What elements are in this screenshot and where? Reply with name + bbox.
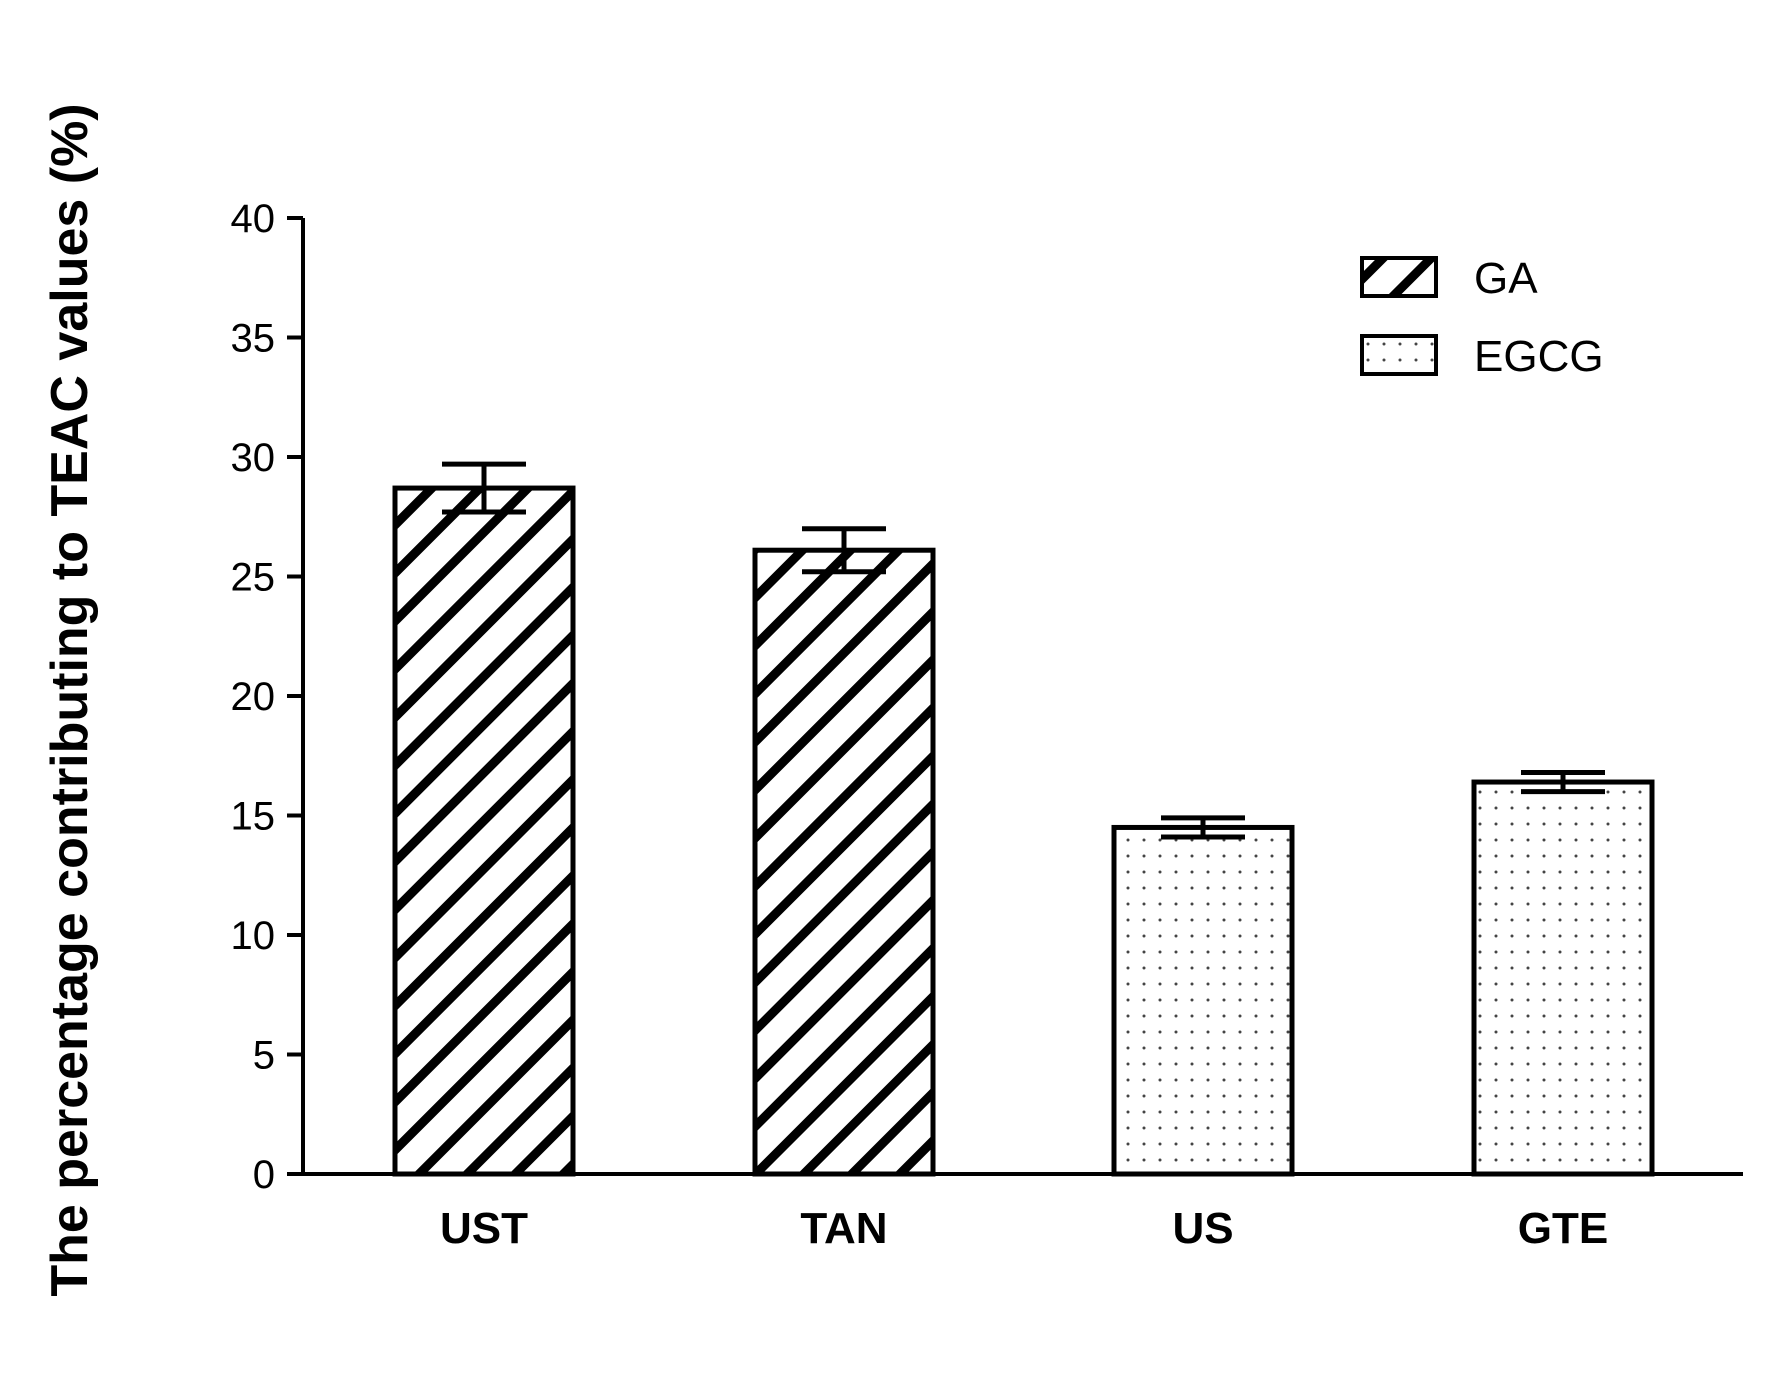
x-tick-label-us: US: [1172, 1204, 1233, 1253]
error-bar-gte: [1521, 769, 1605, 795]
y-tick-label: 40: [231, 197, 276, 241]
legend: GA EGCG: [1360, 254, 1604, 381]
y-tick-label: 5: [253, 1034, 275, 1078]
x-tick-label-gte: GTE: [1518, 1204, 1608, 1253]
x-tick-label-ust: UST: [440, 1204, 528, 1253]
x-tick-label-tan: TAN: [800, 1204, 887, 1253]
legend-label-ga: GA: [1474, 254, 1538, 303]
y-tick-label: 0: [253, 1153, 275, 1197]
y-tick-label: 20: [231, 675, 276, 719]
legend-swatch-ga: [1360, 256, 1438, 298]
bar-ust: [392, 485, 576, 1177]
bars: [392, 485, 1655, 1177]
legend-swatch-egcg: [1360, 334, 1438, 376]
error-bar-ust: [442, 461, 526, 515]
bar-us: [1111, 824, 1295, 1177]
y-tick-label: 15: [231, 795, 276, 839]
error-bars: [442, 461, 1605, 840]
y-ticks: 0 5 10 15 20 25 30 35 40: [231, 197, 303, 1197]
y-tick-label: 30: [231, 436, 276, 480]
x-tick-labels: UST TAN US GTE: [440, 1204, 1608, 1253]
y-tick-label: 25: [231, 556, 276, 600]
y-tick-label: 35: [231, 317, 276, 361]
bar-tan: [752, 547, 936, 1177]
bar-gte: [1471, 779, 1655, 1177]
error-bar-tan: [802, 526, 886, 575]
legend-label-egcg: EGCG: [1474, 332, 1604, 381]
y-tick-label: 10: [231, 914, 276, 958]
y-axis-label: The percentage contributing to TEAC valu…: [41, 103, 99, 1296]
error-bar-us: [1161, 815, 1245, 840]
